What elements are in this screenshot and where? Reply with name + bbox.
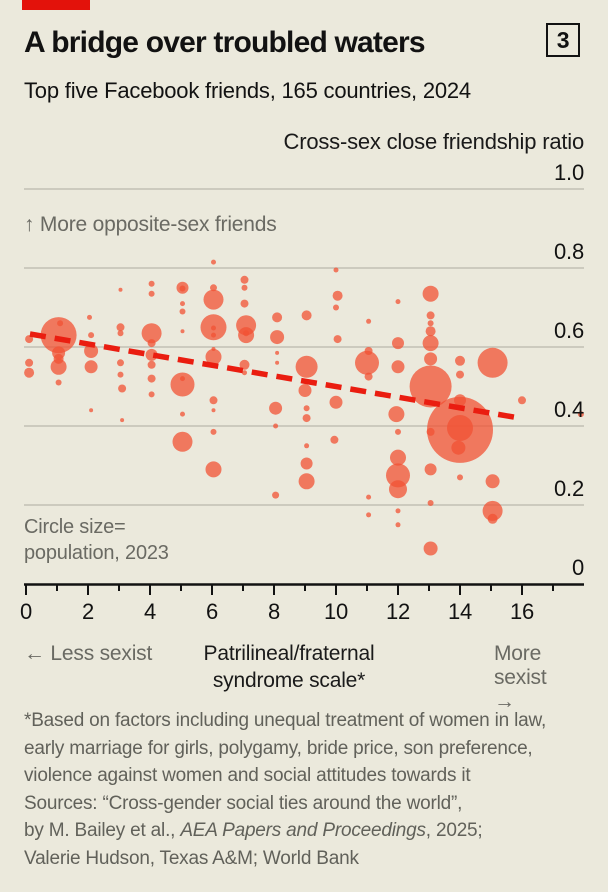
x-tick-label: 12 xyxy=(385,599,411,624)
y-tick-label: 1.0 xyxy=(554,160,584,185)
x-tick-label: 6 xyxy=(205,599,219,624)
brand-red-tab xyxy=(22,0,90,10)
y-tick-label: 0.8 xyxy=(554,239,584,264)
y-axis-title: Cross-sex close friendship ratio xyxy=(283,129,585,154)
sources-line: by M. Bailey et al., AEA Papers and Proc… xyxy=(24,820,483,841)
x-tick-label: 2 xyxy=(81,599,95,624)
chart-subtitle: Top five Facebook friends, 165 countries… xyxy=(24,78,471,103)
x-tick-label: 8 xyxy=(267,599,281,624)
footnote-line: violence against women and social attitu… xyxy=(24,765,471,786)
y-tick-label: 0.6 xyxy=(554,318,584,343)
x-tick-label: 0 xyxy=(19,599,33,624)
y-tick-label: 0 xyxy=(571,555,584,580)
sources-line: Valerie Hudson, Texas A&M; World Bank xyxy=(24,847,359,869)
sources-line: Sources: “Cross-gender social ties aroun… xyxy=(24,792,463,814)
footnotes: *Based on factors including unequal trea… xyxy=(24,707,589,872)
chart-index-number: 3 xyxy=(556,26,570,53)
x-axis-label-scale-name: Patrilineal/fraternal xyxy=(203,642,375,665)
x-tick-label: 14 xyxy=(447,599,473,624)
chart-index-badge: 3 xyxy=(546,23,580,57)
journal-name: AEA Papers and Proceedings xyxy=(180,820,426,841)
x-tick-label: 16 xyxy=(509,599,535,624)
footnote-line: early marriage for girls, polygamy, brid… xyxy=(24,737,533,759)
y-tick-label: 0.4 xyxy=(554,397,584,422)
size-legend-line2: population, 2023 xyxy=(24,542,169,564)
size-legend: Circle size= population, 2023 xyxy=(24,514,169,566)
size-legend-line1: Circle size= xyxy=(24,516,126,538)
x-tick-label: 10 xyxy=(323,599,349,624)
x-axis-label-more-sexist: More sexist → xyxy=(494,642,547,713)
chart-title: A bridge over troubled waters xyxy=(24,26,426,59)
footnote-line: *Based on factors including unequal trea… xyxy=(24,710,547,731)
y-axis-annotation: ↑ More opposite-sex friends xyxy=(24,213,277,236)
x-axis-label-scale-name-line2: syndrome scale* xyxy=(212,669,366,692)
x-tick-label: 4 xyxy=(143,599,157,624)
x-axis-label-less-sexist: ← Less sexist xyxy=(24,642,153,665)
y-tick-label: 0.2 xyxy=(554,476,584,501)
